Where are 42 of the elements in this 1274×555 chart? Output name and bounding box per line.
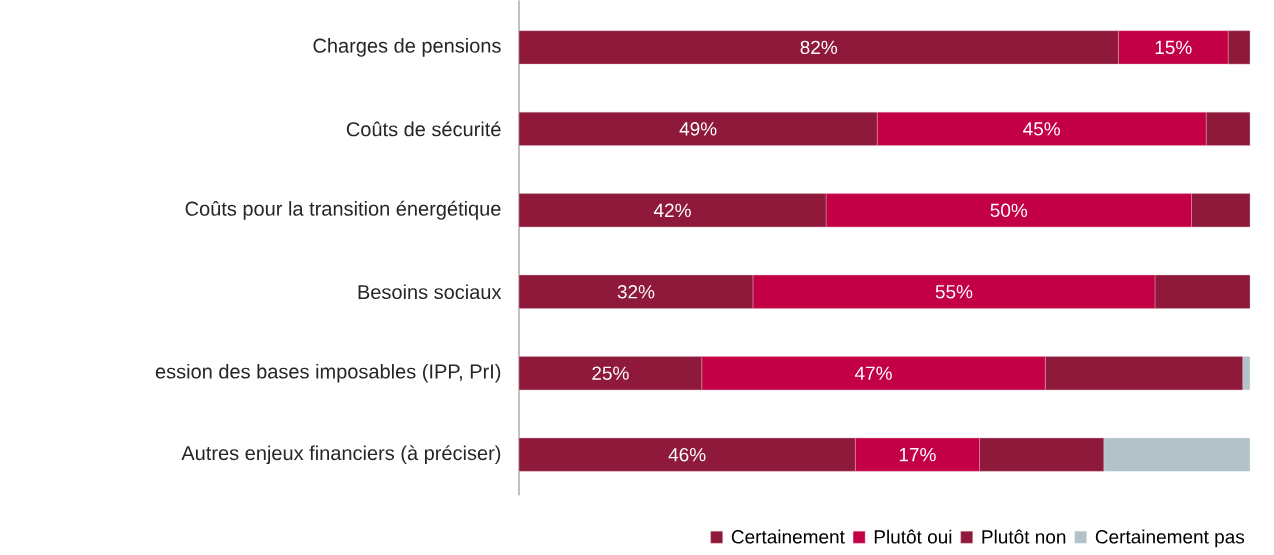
data-label: 55%	[935, 284, 973, 299]
bar	[1242, 356, 1251, 390]
data-label: 45%	[1023, 121, 1060, 136]
bar	[518, 356, 702, 390]
legend-label: Plutôt oui	[874, 529, 952, 544]
y-tick-label: Coûts pour la transition énergétique	[185, 200, 501, 220]
bar	[877, 111, 1207, 146]
bar	[518, 193, 827, 228]
data-label: 82%	[800, 40, 838, 54]
legend-label: Plutôt non	[982, 529, 1066, 544]
y-tick-label: ession des bases imposables (IPP, PrI)	[155, 363, 501, 383]
bar	[518, 274, 754, 309]
y-tick-label: Charges de pensions	[313, 37, 501, 57]
bar	[979, 437, 1104, 472]
bar	[1154, 274, 1251, 309]
data-label: 47%	[854, 366, 892, 380]
legend-label: Certainement	[731, 529, 845, 544]
legend-label: Certainement pas	[1095, 529, 1245, 548]
bar	[1191, 193, 1251, 228]
y-tick-label: Besoins sociaux	[358, 284, 502, 299]
bar	[518, 30, 1119, 65]
bar	[518, 111, 878, 146]
data-label: 25%	[592, 366, 629, 380]
bar	[1045, 356, 1243, 390]
bar	[1103, 437, 1251, 472]
y-tick-label: Autres enjeux financiers (à préciser)	[181, 445, 501, 464]
bar	[1118, 30, 1229, 65]
y-tick-label: Coûts de sécurité	[346, 121, 501, 137]
bar	[518, 437, 856, 472]
bar	[855, 437, 980, 472]
data-label: 32%	[617, 284, 655, 299]
data-label: 46%	[668, 447, 706, 462]
data-label: 17%	[899, 447, 936, 462]
data-label: 42%	[653, 203, 691, 217]
bar	[1205, 111, 1251, 146]
bar	[1227, 30, 1251, 65]
data-label: 49%	[679, 121, 717, 136]
bar	[752, 274, 1156, 309]
bar	[701, 356, 1046, 390]
data-label: 15%	[1155, 40, 1192, 54]
bar	[825, 193, 1192, 228]
data-label: 50%	[990, 203, 1028, 217]
